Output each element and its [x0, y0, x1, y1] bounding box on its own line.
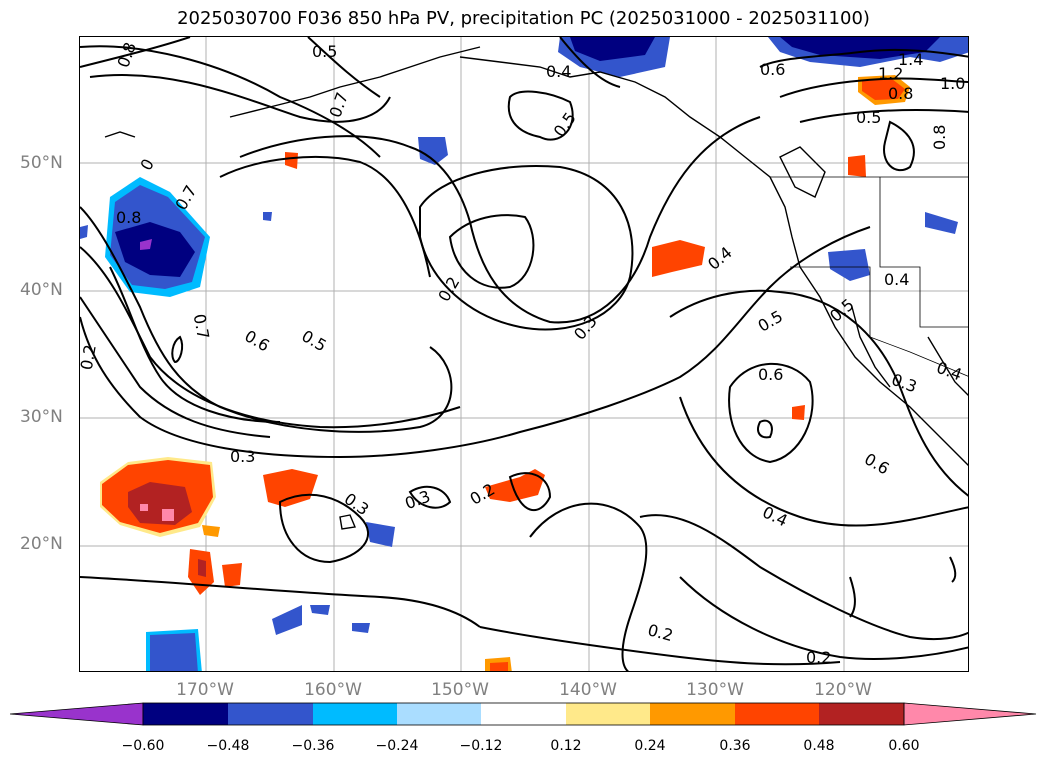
contour-label: 1.0: [940, 74, 965, 93]
contour-label: 0.3: [230, 447, 255, 466]
contour-label: 0.3: [402, 487, 432, 514]
lon-label-170w: 170°W: [176, 680, 234, 700]
contour-label: 0.6: [861, 449, 893, 478]
map-title: 2025030700 F036 850 hPa PV, precipitatio…: [177, 8, 870, 29]
contour-label: 0.4: [934, 358, 964, 385]
lat-label-30n: 30°N: [20, 407, 63, 427]
contour-label: 0.4: [704, 243, 736, 274]
contour-label: 0.5: [856, 108, 881, 127]
colorbar-swatch: [650, 703, 735, 725]
colorbar-tick: 0.48: [803, 738, 835, 754]
contour-label: 0.2: [806, 648, 831, 667]
contour-label: 0.5: [550, 109, 580, 141]
contour-label: 0.5: [298, 326, 330, 355]
pv-contours: [80, 37, 968, 671]
colorbar: [10, 702, 1037, 726]
contour-label: 1.2: [878, 64, 903, 83]
lon-label-150w: 150°W: [431, 680, 489, 700]
graticule: [80, 37, 968, 671]
map-panel: 0.8 0.5 0.7 0.4 0.5 0.6 1.4 1.2 1.0 0.8 …: [79, 36, 969, 672]
contour-label: 0.4: [884, 270, 909, 289]
contour-label: 0.4: [760, 502, 791, 530]
contour-label: 0.3: [341, 489, 373, 519]
lon-label-120w: 120°W: [814, 680, 872, 700]
contour-label: 0.8: [113, 40, 140, 70]
contour-label: 0.8: [930, 125, 949, 150]
contour-label: 0.8: [116, 208, 141, 227]
colorbar-swatch: [735, 703, 819, 725]
colorbar-swatch: [143, 703, 228, 725]
colorbar-swatch: [481, 703, 566, 725]
contour-label: 0.6: [760, 60, 785, 79]
colorbar-max-arrow: [903, 702, 1037, 726]
contour-label: 0.2: [80, 343, 100, 371]
colorbar-tick: 0.60: [888, 738, 920, 754]
lat-label-40n: 40°N: [20, 280, 63, 300]
contour-label: 0.7: [325, 90, 352, 120]
contour-label: 0.5: [755, 306, 787, 335]
colorbar-swatch: [397, 703, 481, 725]
colorbar-tick: −0.48: [206, 738, 250, 754]
colorbar-min-arrow: [10, 702, 144, 726]
colorbar-swatch: [819, 703, 904, 725]
contour-label: 0.3: [889, 370, 919, 397]
colorbar-tick: −0.24: [375, 738, 419, 754]
colorbar-swatch: [228, 703, 313, 725]
contour-label: 0: [136, 155, 158, 173]
lat-label-20n: 20°N: [20, 534, 63, 554]
lat-label-50n: 50°N: [20, 153, 63, 173]
contour-label: 0.6: [241, 326, 273, 355]
colorbar-swatch: [566, 703, 650, 725]
colorbar-tick: 0.24: [634, 738, 666, 754]
borders: [770, 176, 968, 377]
colorbar-tick: −0.60: [121, 738, 165, 754]
map-svg: 0.8 0.5 0.7 0.4 0.5 0.6 1.4 1.2 1.0 0.8 …: [80, 37, 968, 671]
colorbar-tick: 0.12: [550, 738, 582, 754]
colorbar-tick: 0.36: [719, 738, 751, 754]
contour-label: 0.6: [758, 365, 783, 384]
lon-label-160w: 160°W: [304, 680, 362, 700]
contour-label: 0.5: [312, 42, 337, 61]
colorbar-tick: −0.12: [459, 738, 503, 754]
colorbar-swatch: [313, 703, 397, 725]
contour-label: 0.8: [888, 84, 913, 103]
contour-label: 1.4: [898, 50, 923, 69]
precip-positive: [100, 75, 910, 671]
contour-label: 0.3: [570, 312, 601, 344]
contour-label: 0.2: [646, 620, 676, 645]
contour-labels: 0.8 0.5 0.7 0.4 0.5 0.6 1.4 1.2 1.0 0.8 …: [80, 40, 965, 667]
contour-label: 0.7: [190, 312, 213, 340]
contour-label: 0.2: [467, 479, 499, 508]
contour-label: 0.4: [546, 62, 571, 81]
lon-label-140w: 140°W: [559, 680, 617, 700]
colorbar-tick: −0.36: [291, 738, 335, 754]
lon-label-130w: 130°W: [686, 680, 744, 700]
